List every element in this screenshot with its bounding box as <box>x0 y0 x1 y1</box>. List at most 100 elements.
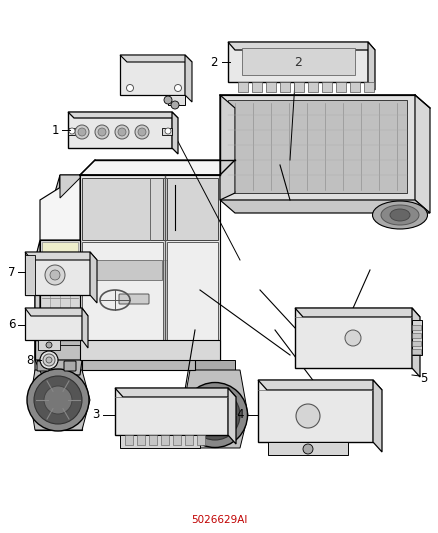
Circle shape <box>171 101 179 109</box>
Polygon shape <box>412 325 421 330</box>
Ellipse shape <box>201 401 229 429</box>
Ellipse shape <box>54 281 66 289</box>
Polygon shape <box>90 252 97 303</box>
Polygon shape <box>308 82 318 92</box>
Circle shape <box>78 128 86 136</box>
Polygon shape <box>25 255 35 295</box>
Polygon shape <box>220 95 235 200</box>
Ellipse shape <box>190 390 240 440</box>
Polygon shape <box>412 333 421 338</box>
Ellipse shape <box>381 205 419 225</box>
Polygon shape <box>149 435 157 445</box>
Circle shape <box>95 125 109 139</box>
Text: 3: 3 <box>92 408 100 422</box>
Polygon shape <box>268 442 348 455</box>
Polygon shape <box>412 308 420 377</box>
Polygon shape <box>364 82 374 92</box>
Polygon shape <box>220 200 430 213</box>
Circle shape <box>118 128 126 136</box>
Polygon shape <box>228 388 236 444</box>
Polygon shape <box>336 82 346 92</box>
Polygon shape <box>80 340 220 360</box>
Text: 8: 8 <box>26 353 34 367</box>
Polygon shape <box>80 160 235 175</box>
Polygon shape <box>373 380 382 452</box>
Polygon shape <box>368 42 375 90</box>
Polygon shape <box>266 82 276 92</box>
Polygon shape <box>68 112 178 118</box>
Polygon shape <box>228 42 368 82</box>
Polygon shape <box>412 341 421 346</box>
Ellipse shape <box>390 209 410 221</box>
Polygon shape <box>82 242 163 355</box>
Polygon shape <box>322 82 332 92</box>
Circle shape <box>50 270 60 280</box>
Text: 5026629AI: 5026629AI <box>191 515 247 525</box>
Text: 4: 4 <box>236 408 244 422</box>
Polygon shape <box>40 255 80 265</box>
Polygon shape <box>25 308 82 340</box>
Text: 7: 7 <box>8 265 16 279</box>
Polygon shape <box>40 240 80 260</box>
Ellipse shape <box>183 383 247 448</box>
Polygon shape <box>294 82 304 92</box>
Circle shape <box>75 125 89 139</box>
Polygon shape <box>40 240 80 258</box>
Circle shape <box>69 128 75 134</box>
Polygon shape <box>35 340 82 360</box>
Polygon shape <box>120 55 192 62</box>
Polygon shape <box>40 335 80 345</box>
Polygon shape <box>185 435 193 445</box>
Ellipse shape <box>372 201 427 229</box>
Polygon shape <box>40 260 80 340</box>
Polygon shape <box>238 82 248 92</box>
FancyBboxPatch shape <box>119 294 149 304</box>
Polygon shape <box>137 435 145 445</box>
Circle shape <box>46 342 52 348</box>
Circle shape <box>165 128 171 134</box>
Polygon shape <box>167 178 218 240</box>
Circle shape <box>135 125 149 139</box>
Circle shape <box>138 128 146 136</box>
Polygon shape <box>60 175 80 360</box>
Polygon shape <box>412 349 421 354</box>
Polygon shape <box>161 435 169 445</box>
Polygon shape <box>82 308 88 348</box>
Polygon shape <box>68 128 78 135</box>
Polygon shape <box>25 308 88 316</box>
Polygon shape <box>228 42 375 50</box>
Polygon shape <box>25 252 97 260</box>
Circle shape <box>98 128 106 136</box>
Polygon shape <box>350 82 360 92</box>
Polygon shape <box>252 82 262 92</box>
Polygon shape <box>242 48 355 75</box>
Text: 1: 1 <box>51 124 59 136</box>
Polygon shape <box>82 178 163 240</box>
Polygon shape <box>120 435 200 448</box>
Polygon shape <box>68 112 172 148</box>
Polygon shape <box>280 82 290 92</box>
Polygon shape <box>85 260 162 280</box>
Polygon shape <box>35 360 82 375</box>
Polygon shape <box>412 320 422 355</box>
Polygon shape <box>80 175 220 360</box>
Polygon shape <box>35 340 82 430</box>
Circle shape <box>127 85 134 92</box>
FancyBboxPatch shape <box>64 361 76 371</box>
Polygon shape <box>120 55 185 95</box>
Polygon shape <box>185 55 192 102</box>
Polygon shape <box>90 178 210 240</box>
Polygon shape <box>258 380 382 390</box>
Ellipse shape <box>40 351 58 369</box>
Ellipse shape <box>34 376 82 424</box>
Ellipse shape <box>43 354 55 366</box>
Ellipse shape <box>27 369 89 431</box>
Polygon shape <box>220 95 415 200</box>
Polygon shape <box>182 370 248 448</box>
Polygon shape <box>115 388 228 435</box>
Text: 6: 6 <box>8 319 16 332</box>
Polygon shape <box>42 242 78 256</box>
Polygon shape <box>85 242 162 352</box>
Polygon shape <box>295 308 420 317</box>
Circle shape <box>303 444 313 454</box>
